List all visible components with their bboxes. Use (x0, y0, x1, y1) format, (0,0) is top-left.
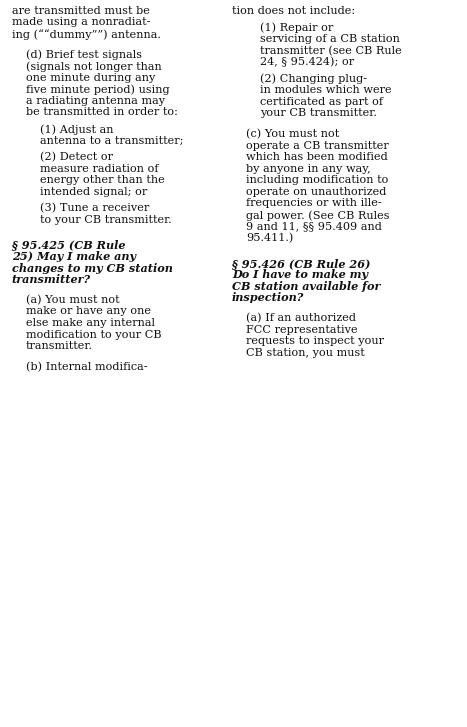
Text: by anyone in any way,: by anyone in any way, (246, 164, 371, 174)
Text: (2) Changing plug-: (2) Changing plug- (260, 73, 367, 84)
Text: certificated as part of: certificated as part of (260, 97, 383, 107)
Text: including modification to: including modification to (246, 175, 389, 185)
Text: five minute period) using: five minute period) using (26, 84, 170, 95)
Text: which has been modified: which has been modified (246, 152, 388, 162)
Text: transmitter (see CB Rule: transmitter (see CB Rule (260, 46, 402, 56)
Text: a radiating antenna may: a radiating antenna may (26, 96, 165, 106)
Text: CB station, you must: CB station, you must (246, 348, 365, 358)
Text: requests to inspect your: requests to inspect your (246, 336, 384, 346)
Text: (1) Repair or: (1) Repair or (260, 23, 333, 33)
Text: (1) Adjust an: (1) Adjust an (40, 124, 113, 134)
Text: changes to my CB station: changes to my CB station (12, 262, 172, 273)
Text: servicing of a CB station: servicing of a CB station (260, 34, 400, 44)
Text: be transmitted in order to:: be transmitted in order to: (26, 108, 177, 117)
Text: measure radiation of: measure radiation of (40, 164, 158, 174)
Text: to your CB transmitter.: to your CB transmitter. (40, 215, 171, 225)
Text: Do I have to make my: Do I have to make my (232, 269, 368, 281)
Text: are transmitted must be: are transmitted must be (12, 6, 149, 16)
Text: energy other than the: energy other than the (40, 175, 164, 185)
Text: CB station available for: CB station available for (232, 281, 381, 292)
Text: (2) Detect or: (2) Detect or (40, 152, 113, 162)
Text: transmitter?: transmitter? (12, 274, 91, 285)
Text: 95.411.): 95.411.) (246, 233, 293, 244)
Text: ing (““dummy””) antenna.: ing (““dummy””) antenna. (12, 29, 161, 40)
Text: 9 and 11, §§ 95.409 and: 9 and 11, §§ 95.409 and (246, 222, 382, 232)
Text: § 95.425 (CB Rule: § 95.425 (CB Rule (12, 240, 125, 251)
Text: (3) Tune a receiver: (3) Tune a receiver (40, 204, 149, 214)
Text: transmitter.: transmitter. (26, 341, 92, 351)
Text: (a) You must not: (a) You must not (26, 295, 119, 305)
Text: 24, § 95.424); or: 24, § 95.424); or (260, 57, 354, 68)
Text: your CB transmitter.: your CB transmitter. (260, 108, 377, 119)
Text: (a) If an authorized: (a) If an authorized (246, 313, 356, 324)
Text: made using a nonradiat-: made using a nonradiat- (12, 17, 150, 28)
Text: else make any internal: else make any internal (26, 318, 155, 328)
Text: (c) You must not: (c) You must not (246, 129, 340, 140)
Text: one minute during any: one minute during any (26, 73, 155, 83)
Text: (d) Brief test signals: (d) Brief test signals (26, 49, 142, 60)
Text: frequencies or with ille-: frequencies or with ille- (246, 198, 382, 209)
Text: FCC representative: FCC representative (246, 324, 358, 334)
Text: (b) Internal modifica-: (b) Internal modifica- (26, 362, 147, 372)
Text: inspection?: inspection? (232, 292, 304, 303)
Text: tion does not include:: tion does not include: (232, 6, 355, 16)
Text: in modules which were: in modules which were (260, 85, 392, 95)
Text: (signals not longer than: (signals not longer than (26, 61, 162, 72)
Text: operate a CB transmitter: operate a CB transmitter (246, 140, 389, 150)
Text: modification to your CB: modification to your CB (26, 329, 161, 340)
Text: make or have any one: make or have any one (26, 306, 151, 316)
Text: gal power. (See CB Rules: gal power. (See CB Rules (246, 210, 389, 220)
Text: § 95.426 (CB Rule 26): § 95.426 (CB Rule 26) (232, 257, 371, 269)
Text: intended signal; or: intended signal; or (40, 187, 147, 197)
Text: operate on unauthorized: operate on unauthorized (246, 187, 387, 197)
Text: antenna to a transmitter;: antenna to a transmitter; (40, 135, 183, 145)
Text: 25) May I make any: 25) May I make any (12, 251, 136, 262)
